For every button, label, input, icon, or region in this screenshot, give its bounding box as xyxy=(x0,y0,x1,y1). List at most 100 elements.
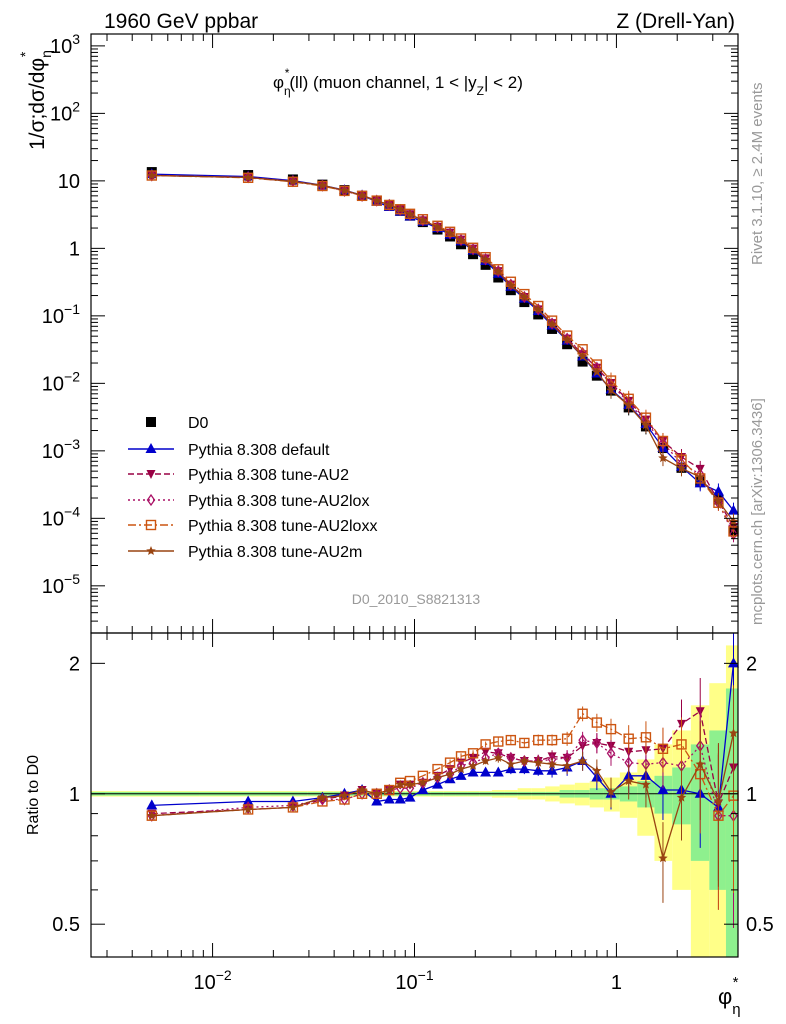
ylabel-star: * xyxy=(17,51,33,57)
y-tick-base: 10 xyxy=(42,306,64,328)
data-point xyxy=(432,220,443,231)
ratio-point xyxy=(578,733,587,747)
data-point xyxy=(456,235,466,245)
data-point xyxy=(676,463,687,473)
ratio-point xyxy=(432,772,443,782)
ratio-y-label: Ratio to D0 xyxy=(25,755,42,835)
ratio-point xyxy=(592,736,602,750)
ratio-point xyxy=(591,717,603,728)
ratio-point xyxy=(505,734,517,746)
data-point xyxy=(506,280,516,290)
y-tick-base: 10 xyxy=(42,373,64,395)
ratio-point xyxy=(456,764,466,774)
ratio-point xyxy=(623,776,634,786)
data-point xyxy=(592,367,602,377)
ratio-point xyxy=(339,790,350,800)
ratio-point xyxy=(480,739,491,750)
ylabel-eta: η xyxy=(38,50,54,58)
y-tick-exp: −1 xyxy=(64,301,80,317)
y-tick-label: 10 xyxy=(58,171,80,193)
y-tick-exp: 3 xyxy=(72,31,80,47)
ratio-point xyxy=(676,739,687,750)
ratio-point xyxy=(577,756,588,766)
legend-marker xyxy=(146,417,156,427)
ratio-point xyxy=(561,733,573,744)
data-point xyxy=(562,334,572,344)
data-point xyxy=(533,304,543,314)
data-point xyxy=(468,244,478,254)
ratio-point xyxy=(395,777,406,789)
y-tick-base: 1 xyxy=(69,238,80,260)
title-text-post: | < 2) xyxy=(484,73,523,92)
ratio-point xyxy=(467,766,479,777)
series-5 xyxy=(147,170,739,530)
ratio-y-tick-label-right: 2 xyxy=(746,653,757,675)
title-z: Z xyxy=(477,84,484,98)
data-point xyxy=(432,222,443,232)
ratio-point xyxy=(288,799,298,812)
y-tick-label: 102 xyxy=(50,98,80,125)
ratio-point xyxy=(562,760,572,770)
y-tick-base: 10 xyxy=(58,171,80,193)
x-tick-exp: −2 xyxy=(216,967,232,983)
ratio-point xyxy=(546,734,558,746)
y-tick-label: 10−3 xyxy=(42,436,80,463)
ratio-point xyxy=(641,779,651,789)
x-tick-label: 1 xyxy=(611,972,622,994)
xlabel-star: * xyxy=(733,974,739,991)
y-tick-label: 10−5 xyxy=(42,571,80,598)
data-point xyxy=(417,214,429,225)
data-point xyxy=(712,485,724,496)
y-tick-exp: −4 xyxy=(64,503,80,519)
ratio-series-0 xyxy=(146,633,740,881)
x-tick-label: 10−2 xyxy=(193,967,231,994)
data-point xyxy=(357,190,367,200)
ratio-point xyxy=(658,853,668,863)
y-tick-exp: −3 xyxy=(64,436,80,452)
x-axis-label: φη * xyxy=(718,974,741,1018)
data-point xyxy=(623,400,634,410)
legend-label: Pythia 8.308 default xyxy=(188,442,330,459)
legend-label: Pythia 8.308 tune-AU2loxx xyxy=(188,518,377,535)
data-point xyxy=(577,356,588,367)
ratio-point xyxy=(533,734,544,746)
data-point xyxy=(455,233,467,244)
title-text-pre: (ll) (muon channel, 1 < |y xyxy=(289,73,477,92)
legend-marker xyxy=(145,519,157,531)
ratio-point xyxy=(492,766,504,777)
ratio-panel: 10−2 10−1 10.5 0.51 12 2 xyxy=(52,632,774,994)
data-point xyxy=(467,242,479,253)
ratio-point xyxy=(657,784,669,795)
ratio-point xyxy=(317,792,328,802)
data-point xyxy=(288,176,298,186)
y-tick-exp: −2 xyxy=(64,368,80,384)
x-tick-base: 10 xyxy=(193,972,215,994)
ratio-point xyxy=(372,788,382,798)
data-point xyxy=(606,385,616,395)
y-tick-label: 10−2 xyxy=(42,368,80,395)
ratio-y-tick-label-left: 2 xyxy=(69,653,80,675)
ratio-point xyxy=(468,760,478,770)
legend: D0 Pythia 8.308 default Pythia 8.308 tune-… xyxy=(128,415,377,561)
ratio-inner-band xyxy=(725,688,738,957)
ratio-point xyxy=(493,736,504,747)
ratio-point xyxy=(519,737,530,749)
legend-label: Pythia 8.308 tune-AU2lox xyxy=(188,493,369,510)
ratio-y-tick-label-left: 1 xyxy=(69,784,80,806)
data-point xyxy=(317,180,328,190)
plot-title: φη *(ll) (muon channel, 1 < |yZ| < 2) xyxy=(273,66,523,98)
ratio-point xyxy=(605,723,617,735)
ratio-point xyxy=(404,791,416,802)
data-point xyxy=(657,435,669,447)
x-tick-base: 10 xyxy=(395,972,417,994)
y-tick-label: 10−4 xyxy=(42,503,80,530)
data-point xyxy=(339,185,350,195)
data-point xyxy=(577,351,588,361)
legend-label: Pythia 8.308 tune-AU2 xyxy=(188,467,349,484)
ratio-point xyxy=(147,810,157,820)
data-point xyxy=(658,453,668,463)
y-tick-base: 10 xyxy=(42,441,64,463)
title-eta: η xyxy=(284,84,291,98)
data-point xyxy=(480,254,491,264)
